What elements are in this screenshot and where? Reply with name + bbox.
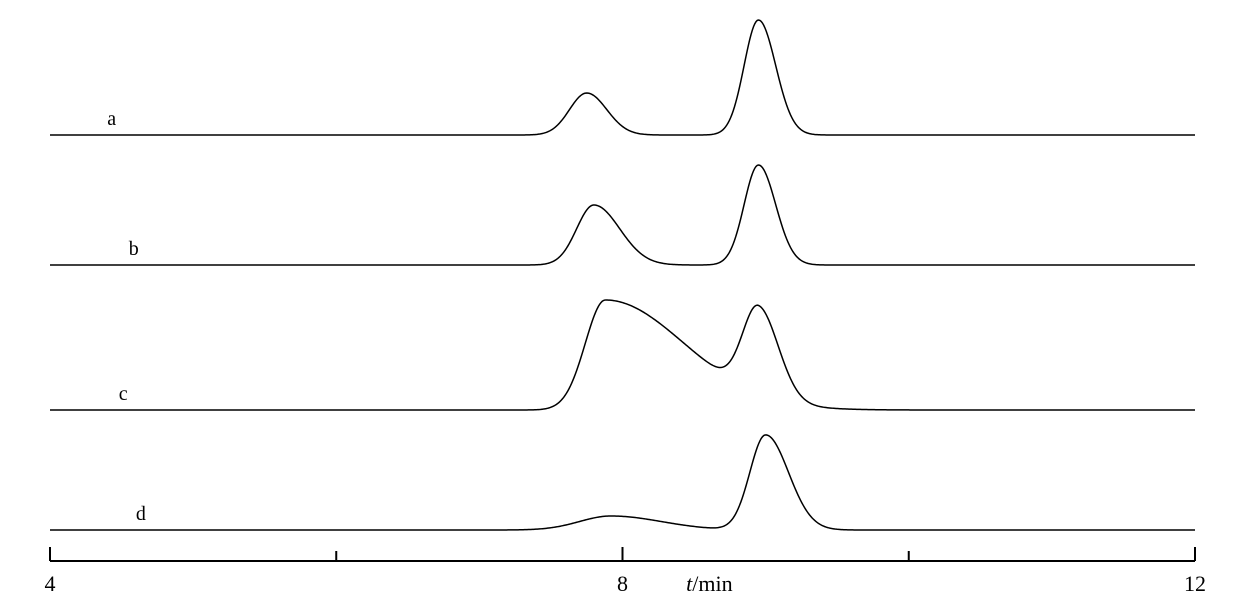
- trace-label-a: a: [107, 108, 116, 130]
- x-tick-label: 12: [1184, 571, 1206, 596]
- trace-label-c: c: [119, 383, 128, 405]
- trace-b: [50, 165, 1195, 265]
- x-tick-label: 8: [617, 571, 628, 596]
- chromatogram-chart: a b c d 4 8 12 t/min: [0, 0, 1240, 616]
- x-tick-label: 4: [45, 571, 56, 596]
- trace-c: [50, 300, 1195, 410]
- chart-svg: a b c d 4 8 12 t/min: [0, 0, 1240, 616]
- trace-label-d: d: [136, 503, 146, 525]
- trace-a: [50, 20, 1195, 135]
- trace-d: [50, 435, 1195, 530]
- x-axis-label: t/min: [686, 571, 732, 596]
- trace-label-b: b: [129, 238, 139, 260]
